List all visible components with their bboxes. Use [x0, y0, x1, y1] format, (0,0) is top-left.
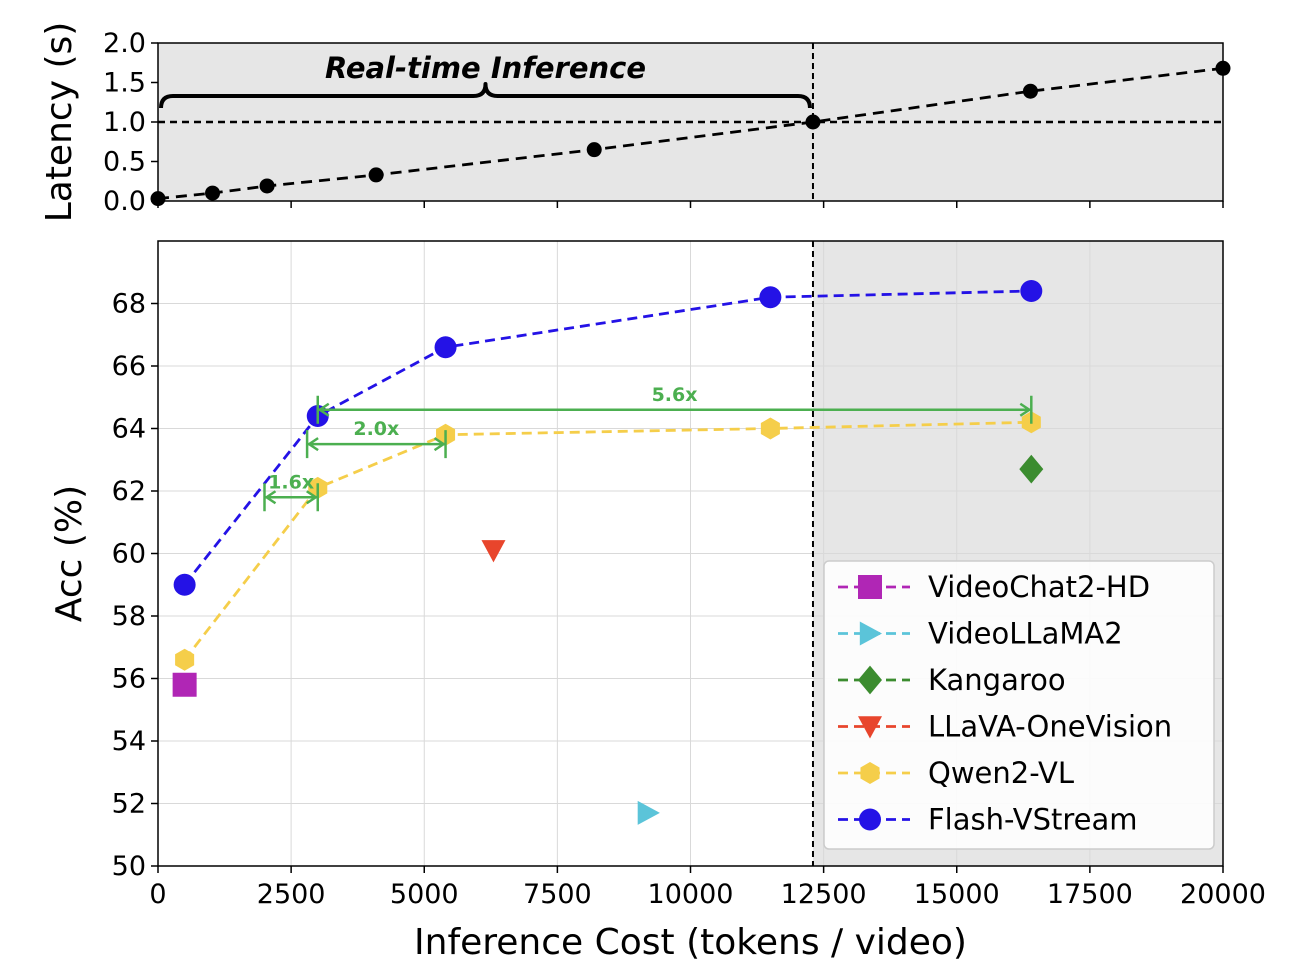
legend-marker [860, 762, 880, 784]
flash-vstream-point [434, 336, 457, 359]
speedup-label: 2.0x [353, 418, 399, 440]
top-y-tick-label: 1.0 [103, 107, 146, 138]
legend-label: Qwen2-VL [928, 756, 1074, 790]
top-y-tick-label: 1.5 [103, 68, 146, 99]
realtime-brace [159, 82, 812, 109]
speedup-label: 5.6x [652, 384, 698, 406]
bottom-plot-frame [157, 240, 1224, 867]
top-y-tick-label: 0.0 [103, 186, 146, 217]
legend-item: VideoChat2-HD [838, 570, 1150, 604]
x-tick-label: 10000 [648, 879, 734, 910]
y-tick-label: 54 [112, 726, 146, 757]
legend-marker [859, 621, 882, 646]
flash-vstream-point [173, 573, 196, 596]
inference-cost-axis-label: Inference Cost (tokens / video) [414, 922, 967, 963]
latency-point [805, 114, 821, 130]
speedup-arrow-head [317, 402, 330, 417]
speedup-arrow-head [306, 490, 319, 505]
legend-marker [859, 808, 881, 831]
accuracy-axis-label: Acc (%) [49, 485, 90, 622]
speedup-arrow-head [306, 437, 319, 452]
speedup-annotation-5-6x: 5.6x [316, 384, 1033, 424]
y-tick-label: 52 [112, 789, 146, 820]
legend-item: Flash-VStream [838, 803, 1138, 837]
y-tick-label: 56 [112, 664, 146, 695]
speedup-annotation-1-6x: 1.6x [263, 471, 319, 512]
top-plot-frame [157, 42, 1224, 202]
speedup-label: 1.6x [268, 471, 314, 493]
latency-axis-label: Latency (s) [39, 22, 80, 223]
latency-point [586, 142, 602, 158]
legend-item: Qwen2-VL [838, 756, 1074, 790]
y-tick-label: 68 [112, 289, 146, 320]
legend-item: Kangaroo [838, 663, 1066, 697]
legend-marker [858, 716, 882, 739]
legend-box [823, 560, 1215, 850]
top-y-tick-label: 2.0 [103, 28, 146, 59]
latency-point [259, 178, 275, 194]
legend-label: Kangaroo [928, 663, 1066, 697]
legend-item: VideoLLaMA2 [838, 617, 1123, 651]
latency-point [368, 167, 384, 183]
legend-label: LLaVA-OneVision [928, 710, 1172, 744]
videollama2-point [637, 800, 660, 825]
speedup-arrow-head [1019, 402, 1032, 417]
legend-marker [858, 665, 882, 695]
x-tick-label: 2500 [257, 879, 326, 910]
legend-marker [858, 575, 882, 599]
x-tick-label: 15000 [914, 879, 1000, 910]
legend: VideoChat2-HD VideoLLaMA2 Kangaroo LLaVA-On… [823, 560, 1215, 850]
speedup-annotation-2-0x: 2.0x [305, 418, 447, 459]
x-tick-label: 7500 [523, 879, 592, 910]
y-tick-label: 58 [112, 601, 146, 632]
y-tick-label: 60 [112, 539, 146, 570]
x-tick-label: 17500 [1047, 879, 1133, 910]
x-tick-label: 20000 [1180, 879, 1266, 910]
y-tick-label: 50 [112, 851, 146, 882]
latency-point [1022, 83, 1038, 99]
x-tick-label: 12500 [781, 879, 867, 910]
x-tick-label: 0 [149, 879, 166, 910]
latency-point [205, 185, 221, 201]
y-tick-label: 66 [112, 351, 146, 382]
flash-vstream-point [1020, 280, 1043, 302]
qwen2-vl-point [760, 417, 780, 440]
legend-label: Flash-VStream [928, 803, 1138, 837]
y-tick-label: 62 [112, 476, 146, 507]
top-y-tick-label: 0.5 [103, 147, 146, 178]
videochat2-hd-point [172, 672, 197, 697]
x-tick-label: 5000 [390, 879, 459, 910]
flash-vstream-point [759, 286, 782, 309]
legend-label: VideoLLaMA2 [928, 617, 1123, 651]
legend-label: VideoChat2-HD [928, 570, 1150, 604]
y-tick-label: 64 [112, 414, 146, 445]
legend-item: LLaVA-OneVision [838, 710, 1172, 744]
speedup-arrow-head [433, 437, 446, 452]
latency-curve [157, 66, 1224, 201]
llava-onevision-point [481, 540, 506, 563]
qwen2-vl-point [175, 648, 195, 671]
kangaroo-point [1019, 454, 1044, 484]
realtime-inference-label: Real-time Inference [325, 51, 646, 85]
speedup-arrow-head [264, 490, 277, 505]
